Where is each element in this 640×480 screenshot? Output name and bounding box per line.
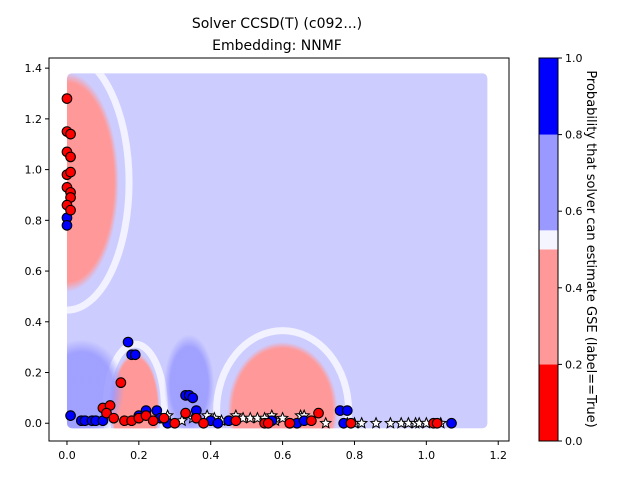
colorbar-tick-label: 0.4 bbox=[565, 282, 583, 295]
y-tick-label: 0.8 bbox=[25, 214, 43, 227]
red-point bbox=[262, 417, 274, 429]
x-tick-label: 1.2 bbox=[489, 449, 507, 462]
x-tick-label: 1.0 bbox=[418, 449, 436, 462]
blue-point bbox=[187, 392, 199, 404]
colorbar-tick-label: 0.8 bbox=[565, 129, 583, 142]
red-point bbox=[65, 166, 76, 178]
colorbar-label: Probability that solver can estimate GSE… bbox=[583, 70, 598, 427]
colorbar-band bbox=[539, 134, 558, 231]
x-tick-label: 0.4 bbox=[202, 449, 220, 462]
star-point bbox=[319, 416, 333, 429]
blue-point bbox=[212, 417, 224, 429]
star-point bbox=[369, 416, 383, 429]
red-point bbox=[101, 407, 112, 419]
blue-point bbox=[65, 410, 76, 421]
blue-point bbox=[341, 405, 353, 416]
chart-subtitle: Embedding: NNMF bbox=[212, 38, 342, 54]
red-point bbox=[61, 93, 73, 104]
colorbar-band bbox=[539, 364, 558, 441]
red-point bbox=[115, 377, 127, 389]
plot-frame bbox=[48, 57, 510, 442]
x-axis: 0.0 0.2 0.4 0.6 0.8 1.0 1.2 bbox=[58, 441, 507, 462]
red-point bbox=[198, 417, 209, 429]
red-point bbox=[65, 204, 76, 216]
red-point bbox=[313, 407, 324, 419]
y-tick-label: 1.0 bbox=[25, 164, 43, 177]
star-point bbox=[276, 411, 290, 424]
star-point bbox=[383, 416, 397, 429]
red-point bbox=[284, 417, 296, 429]
colorbar-band bbox=[539, 230, 558, 250]
red-point bbox=[431, 417, 443, 429]
blue-point bbox=[122, 336, 134, 348]
red-point bbox=[169, 417, 181, 429]
field-region-blue bbox=[164, 334, 215, 429]
colorbar-tick-label: 1.0 bbox=[565, 52, 583, 65]
colorbar-tick-label: 0.0 bbox=[565, 435, 583, 448]
field-boundary bbox=[66, 73, 133, 314]
red-point bbox=[230, 415, 242, 427]
x-tick-label: 0.2 bbox=[130, 449, 148, 462]
colorbar-bands bbox=[539, 58, 558, 441]
y-tick-label: 0.4 bbox=[25, 316, 43, 329]
colorbar-tick-label: 0.2 bbox=[565, 358, 583, 371]
red-point bbox=[305, 415, 317, 427]
plot-area bbox=[48, 57, 510, 442]
y-tick-label: 0.2 bbox=[25, 367, 43, 380]
blue-point bbox=[61, 220, 73, 231]
y-tick-label: 0.0 bbox=[25, 417, 43, 430]
x-tick-label: 0.6 bbox=[274, 449, 292, 462]
blue-point bbox=[129, 349, 141, 361]
y-tick-label: 1.4 bbox=[25, 62, 43, 75]
x-tick-label: 0.8 bbox=[346, 449, 364, 462]
colorbar-frame bbox=[538, 57, 559, 442]
probability-field bbox=[66, 73, 488, 429]
x-tick-label: 0.0 bbox=[58, 449, 76, 462]
field-region-red bbox=[221, 334, 344, 429]
red-point bbox=[108, 412, 120, 424]
red-point bbox=[140, 410, 152, 421]
field-base bbox=[66, 73, 488, 429]
colorbar-ticks: 0.0 0.2 0.4 0.6 0.8 1.0 bbox=[558, 52, 583, 448]
y-tick-label: 0.6 bbox=[25, 265, 43, 278]
colorbar-band bbox=[539, 58, 558, 135]
red-point bbox=[190, 412, 202, 424]
field-region-red bbox=[66, 73, 125, 305]
star-point bbox=[355, 416, 369, 429]
red-point bbox=[65, 128, 76, 140]
red-point bbox=[180, 407, 191, 419]
red-point bbox=[65, 151, 76, 163]
chart-title: Solver CCSD(T) (c092...) bbox=[192, 16, 362, 32]
red-point bbox=[158, 412, 170, 424]
y-tick-label: 1.2 bbox=[25, 113, 43, 126]
scatter-points bbox=[61, 93, 457, 429]
red-point bbox=[147, 415, 159, 427]
y-axis: 0.0 0.2 0.4 0.6 0.8 1.0 1.2 1.4 bbox=[25, 62, 49, 430]
colorbar: 0.0 0.2 0.4 0.6 0.8 1.0 Probability that solv… bbox=[538, 52, 598, 448]
colorbar-tick-label: 0.6 bbox=[565, 205, 583, 218]
red-point bbox=[345, 417, 357, 429]
blue-point bbox=[446, 417, 457, 429]
colorbar-band bbox=[539, 249, 558, 365]
